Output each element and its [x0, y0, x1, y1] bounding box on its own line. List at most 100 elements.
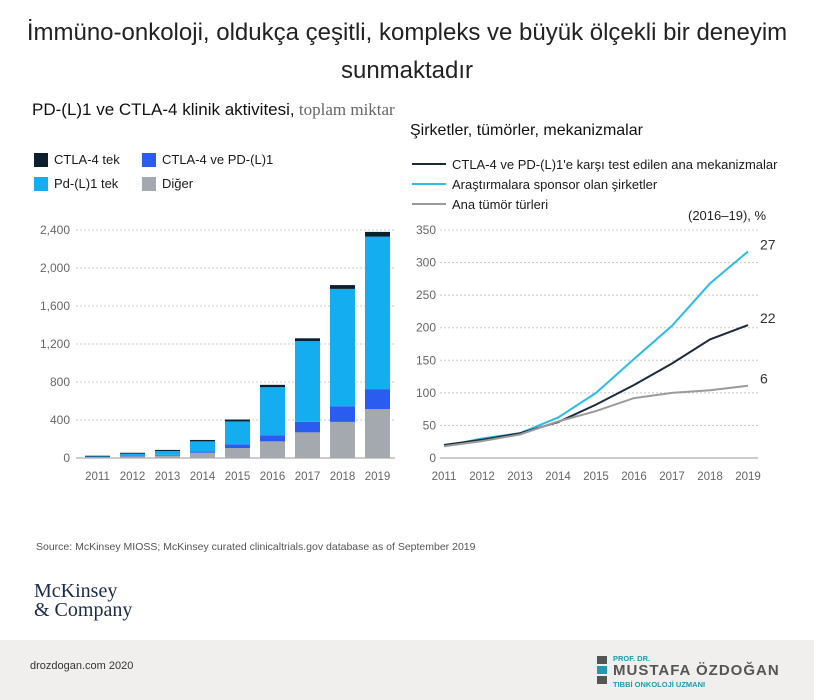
x-tick-label: 2017	[659, 471, 685, 483]
bar-segment	[155, 455, 180, 458]
y-tick-label: 350	[416, 223, 436, 237]
x-tick-label: 2014	[545, 471, 571, 483]
legend-label: Araştırmalara sponsor olan şirketler	[452, 176, 658, 192]
series-line	[443, 384, 749, 448]
brand-line: TIBBİ ONKOLOJİ UZMANI	[613, 680, 706, 689]
bar-legend-item: CTLA-4 ve PD-(L)1	[142, 152, 273, 167]
bar-segment	[295, 432, 320, 458]
legend-label: CTLA-4 ve PD-(L)1'e karşı test edilen an…	[452, 156, 778, 172]
x-tick-label: 2013	[155, 471, 181, 483]
bar-segment	[330, 406, 355, 422]
line-legend-item: Ana tümör türleri	[412, 195, 777, 213]
footer-site: drozdogan.com 2020	[30, 660, 134, 672]
legend-swatch	[34, 152, 48, 167]
bar-segment	[120, 453, 145, 457]
x-tick-label: 2017	[295, 471, 321, 483]
x-tick-label: 2018	[697, 471, 723, 483]
series-end-label: 6	[760, 371, 768, 387]
bar-segment	[190, 439, 215, 442]
bar-segment	[85, 457, 110, 458]
footer: drozdogan.com 2020 PROF. DR. MUSTAFA ÖZD…	[0, 640, 814, 700]
y-tick-label: 0	[63, 451, 70, 465]
x-tick-label: 2015	[225, 471, 251, 483]
bar-segment	[85, 456, 110, 458]
bar-segment	[295, 341, 320, 422]
x-tick-label: 2013	[507, 471, 533, 483]
right-chart-title: Şirketler, tümörler, mekanizmalar	[410, 122, 643, 139]
y-tick-label: 100	[416, 386, 436, 400]
brand-mark-icon	[597, 656, 607, 684]
x-tick-label: 2012	[120, 471, 146, 483]
bar-segment	[225, 421, 250, 445]
legend-label: Pd-(L)1 tek	[54, 176, 119, 191]
x-tick-label: 2016	[621, 471, 647, 483]
y-tick-label: 800	[50, 375, 70, 389]
page-title: İmmüno-onkoloji, oldukça çeşitli, komple…	[26, 19, 788, 84]
series-line	[443, 324, 749, 446]
bar-segment	[120, 452, 145, 454]
bar-segment	[120, 456, 145, 458]
source-note: Source: McKinsey MIOSS; McKinsey curated…	[36, 541, 476, 553]
mckinsey-logo: McKinsey & Company	[34, 580, 133, 621]
bar-segment	[155, 451, 180, 455]
series-end-label: 22	[760, 310, 776, 326]
line-chart: 0 50 100 150 200 250 300 350 2011 2012 2013 2014 201…	[416, 223, 776, 483]
x-tick-label: 2011	[85, 471, 110, 483]
bar-segment	[155, 449, 180, 452]
y-tick-label: 2,400	[40, 223, 70, 237]
x-tick-label: 2012	[469, 471, 495, 483]
bar-segment	[260, 387, 285, 436]
line-legend-item: CTLA-4 ve PD-(L)1'e karşı test edilen an…	[412, 155, 777, 173]
logo-line: McKinsey	[34, 580, 118, 602]
x-tick-label: 2014	[190, 471, 216, 483]
left-chart-title-main: PD-(L)1 ve CTLA-4 klinik aktivitesi,	[32, 100, 295, 119]
bar-segment	[295, 421, 320, 433]
logo-line: & Company	[34, 599, 133, 621]
y-tick-label: 250	[416, 288, 436, 302]
bar-segment	[365, 236, 390, 390]
y-tick-label: 2,000	[40, 261, 70, 275]
x-tick-label: 2011	[432, 471, 457, 483]
bar-segment	[295, 338, 320, 342]
bar-segment	[260, 435, 285, 442]
bar-chart: 0 400 800 1,200 1,600 2,000 2,400 2011 2012 2013 2…	[40, 223, 395, 483]
line-legend-item: Araştırmalara sponsor olan şirketler	[412, 175, 777, 193]
y-tick-label: 150	[416, 353, 436, 367]
bar-segment	[365, 389, 390, 410]
bar-segment	[330, 288, 355, 407]
y-tick-label: 400	[50, 413, 70, 427]
series-line	[443, 250, 749, 448]
bar-segment	[330, 421, 355, 458]
line-legend: CTLA-4 ve PD-(L)1'e karşı test edilen an…	[412, 155, 777, 215]
left-chart-title-light: toplam miktar	[294, 100, 395, 119]
y-tick-label: 1,200	[40, 337, 70, 351]
y-tick-label: 1,600	[40, 299, 70, 313]
bar-segment	[190, 441, 215, 452]
legend-line	[412, 203, 446, 205]
legend-swatch	[34, 176, 48, 191]
legend-swatch	[142, 176, 156, 191]
brand-line: PROF. DR.	[613, 654, 651, 663]
bar-segment	[190, 451, 215, 453]
bar-segment	[330, 285, 355, 289]
legend-label: Diğer	[162, 176, 194, 191]
legend-line	[412, 163, 446, 165]
legend-label: CTLA-4 ve PD-(L)1	[162, 152, 274, 167]
line-chart-unit: (2016–19), %	[688, 208, 767, 223]
left-chart-title: PD-(L)1 ve CTLA-4 klinik aktivitesi, top…	[32, 100, 395, 120]
x-tick-label: 2018	[330, 471, 356, 483]
bar-legend-item: CTLA-4 tek	[34, 152, 120, 167]
bar-segment	[85, 455, 110, 457]
bar-legend-item: Pd-(L)1 tek	[34, 176, 118, 191]
bar-segment	[260, 384, 285, 388]
bar-legend-item: Diğer	[142, 176, 193, 191]
bar-segment	[365, 409, 390, 458]
bar-segment	[260, 441, 285, 458]
bar-segment	[225, 448, 250, 458]
legend-label: CTLA-4 tek	[54, 152, 120, 167]
x-tick-label: 2019	[365, 471, 391, 483]
x-tick-label: 2015	[583, 471, 609, 483]
y-tick-label: 50	[423, 418, 437, 432]
legend-line	[412, 183, 446, 185]
y-tick-label: 300	[416, 256, 436, 270]
